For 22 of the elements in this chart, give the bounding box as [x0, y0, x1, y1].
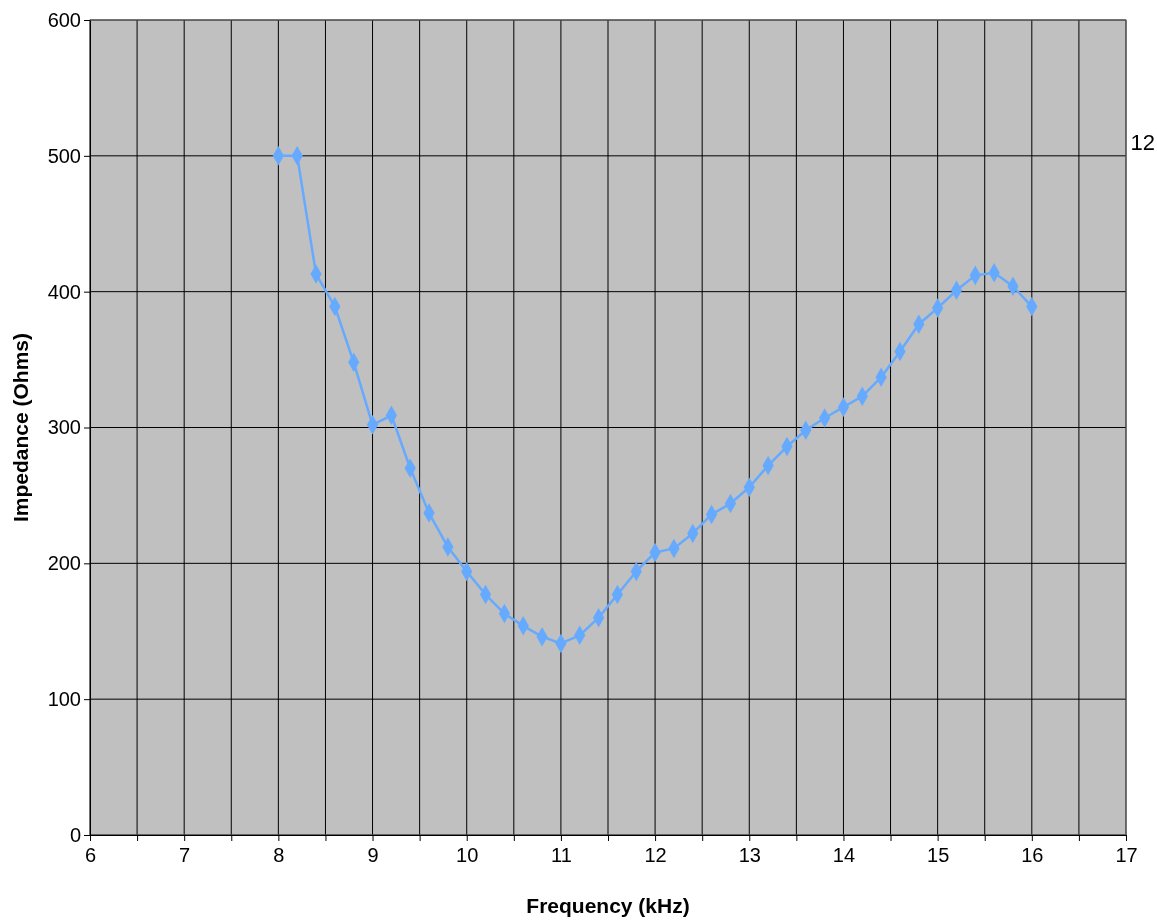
x-tick-label: 6 [84, 844, 97, 866]
x-tick-label: 13 [738, 844, 761, 866]
x-tick-label: 8 [273, 844, 285, 866]
y-tick-label: 100 [47, 688, 81, 711]
y-tick-label: 0 [69, 823, 81, 846]
x-tick-label: 10 [456, 844, 479, 866]
y-tick-label: 300 [47, 416, 81, 439]
x-tick-label: 15 [927, 844, 950, 866]
y-tick-label: 500 [47, 144, 81, 167]
x-tick-label: 7 [179, 844, 191, 866]
x-tick-label: 9 [367, 844, 379, 866]
x-tick-label: 12 [644, 844, 667, 866]
x-axis-title: Frequency (kHz) [526, 894, 690, 917]
y-tick-label: 600 [47, 8, 81, 31]
y-axis-title: Impedance (Ohms) [9, 332, 32, 523]
x-tick-label: 16 [1021, 844, 1044, 866]
y-tick-label: 400 [47, 280, 81, 303]
y-tick-label: 200 [47, 552, 81, 575]
x-tick-label: 17 [1115, 844, 1138, 866]
text: 12 [1130, 130, 1155, 155]
x-tick-label: 11 [551, 844, 572, 866]
x-tick-label: 14 [832, 844, 856, 866]
